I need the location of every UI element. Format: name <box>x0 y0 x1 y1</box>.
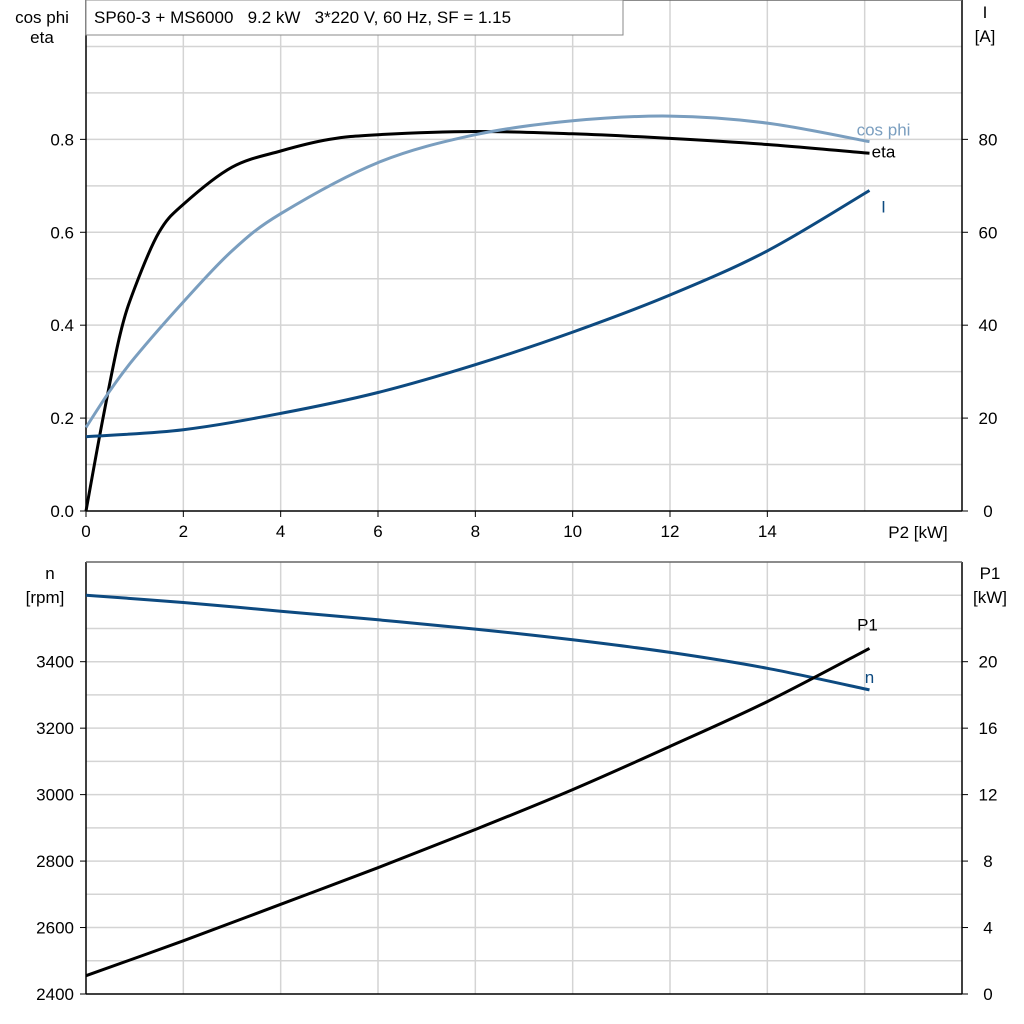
left-tick-label: 3200 <box>36 719 74 738</box>
series-line-eta <box>84 129 870 512</box>
title-box <box>85 0 624 36</box>
right-axis-label-line1: I <box>983 3 988 22</box>
right-tick-label: 0 <box>983 985 992 1004</box>
right-tick-label: 16 <box>979 719 998 738</box>
left-tick-label: 2800 <box>36 852 74 871</box>
series-label-cos-phi: cos phi <box>857 121 911 140</box>
left-tick-label: 0.8 <box>50 130 74 149</box>
right-tick-label: 60 <box>979 223 998 242</box>
series-line-p1 <box>85 647 871 978</box>
series-label-n: n <box>865 668 874 687</box>
series-line-cos-phi <box>84 114 870 429</box>
left-tick-label: 0.4 <box>50 316 74 335</box>
x-tick-label: 10 <box>563 522 582 541</box>
right-tick-label: 20 <box>979 653 998 672</box>
left-tick-label: 2600 <box>36 919 74 938</box>
left-tick-label: 0.0 <box>50 502 74 521</box>
left-tick-label: 3000 <box>36 786 74 805</box>
left-axis-label-line2: eta <box>30 28 54 47</box>
right-tick-label: 12 <box>979 786 998 805</box>
bottom-right-axis-label-line2: [kW] <box>973 588 1007 607</box>
left-tick-label: 0.2 <box>50 409 74 428</box>
right-axis-label-line2: [A] <box>975 27 996 46</box>
left-tick-label: 0.6 <box>50 223 74 242</box>
bottom-chart: 2400 2600 2800 3000 3200 3400 0 4 8 12 16 20 n P1 <box>36 561 998 1004</box>
x-tick-label: 12 <box>661 522 680 541</box>
right-tick-label: 20 <box>979 409 998 428</box>
x-tick-label: 8 <box>471 522 480 541</box>
series-line-i <box>85 189 871 439</box>
x-axis-label: P2 [kW] <box>888 523 948 542</box>
x-tick-label: 4 <box>276 522 285 541</box>
series-label-p1: P1 <box>857 615 878 634</box>
series-line-n <box>85 593 870 692</box>
x-tick-label: 14 <box>758 522 777 541</box>
left-axis-label-line1: cos phi <box>15 8 69 27</box>
right-tick-label: 8 <box>983 852 992 871</box>
right-tick-label: 4 <box>983 919 992 938</box>
right-tick-label: 80 <box>979 130 998 149</box>
left-tick-label: 2400 <box>36 985 74 1004</box>
x-tick-label: 0 <box>81 522 90 541</box>
series-label-i: I <box>881 198 886 217</box>
right-tick-label: 0 <box>983 502 992 521</box>
x-tick-label: 6 <box>373 522 382 541</box>
top-chart: 0.0 0.2 0.4 0.6 0.8 0 20 40 60 80 0 2 4 6 8 10 12 14 eta co… <box>50 0 997 541</box>
chart-title: SP60-3 + MS6000 9.2 kW 3*220 V, 60 Hz, S… <box>94 8 511 27</box>
x-tick-label: 2 <box>179 522 188 541</box>
bottom-left-axis-label-line2: [rpm] <box>26 588 65 607</box>
bottom-right-axis-label-line1: P1 <box>980 564 1001 583</box>
bottom-left-axis-label-line1: n <box>45 564 54 583</box>
series-label-eta: eta <box>872 142 896 161</box>
left-tick-label: 3400 <box>36 653 74 672</box>
right-tick-label: 40 <box>979 316 998 335</box>
